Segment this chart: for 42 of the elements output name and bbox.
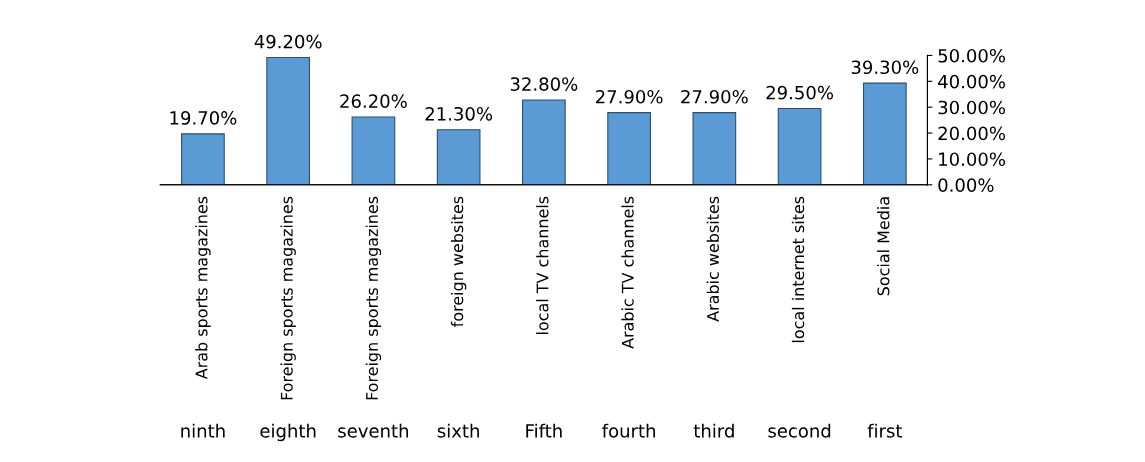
x-tick-label: seventh: [338, 423, 408, 438]
data-label: 26.20%: [340, 94, 407, 108]
text: Arabic TV channels: [621, 196, 634, 349]
x-tick-label: sixth: [437, 423, 479, 438]
data-label: 39.30%: [851, 60, 919, 75]
text: foreign websites: [450, 196, 467, 327]
data-label: 49.20%: [254, 34, 322, 49]
text: Foreign sports magazines: [280, 196, 296, 400]
bar: [351, 116, 396, 185]
bar: [692, 112, 737, 185]
x-tick-label: ninth: [181, 423, 225, 438]
data-label: 21.30%: [425, 106, 493, 121]
y2-tick-label: 20.00%: [938, 126, 1006, 141]
bar: [181, 133, 225, 185]
y2-tick-label: 30.00%: [938, 100, 1006, 115]
data-label: 32.80%: [510, 77, 578, 91]
bar: [777, 107, 822, 185]
data-label: 27.90%: [596, 89, 663, 104]
bar: [266, 56, 311, 185]
bar: [436, 129, 481, 185]
x-tick-label: eighth: [260, 423, 316, 442]
x-tick-label: first: [867, 423, 903, 438]
text: Arabic websites: [706, 196, 719, 322]
data-label: 29.50%: [766, 85, 834, 100]
bar: [862, 82, 907, 185]
text: local internet sites: [791, 196, 805, 343]
x-tick-label: second: [768, 423, 831, 438]
text: Foreign sports magazines: [365, 196, 382, 400]
data-label: 19.70%: [170, 111, 237, 125]
data-label: 27.90%: [681, 89, 748, 104]
text: Arab sports magazines: [195, 196, 211, 380]
y2-tick-label: 0.00%: [938, 178, 994, 192]
text: local TV channels: [536, 196, 549, 334]
x-tick-label: Fifth: [526, 423, 562, 438]
bar: [522, 99, 566, 185]
y2-tick-label: 50.00%: [938, 48, 1006, 63]
x-tick-label: third: [693, 423, 734, 438]
bar: [607, 112, 651, 185]
y2-tick-label: 40.00%: [938, 74, 1006, 89]
y2-tick-label: 10.00%: [939, 152, 1006, 167]
text: Social Media: [877, 197, 890, 296]
x-tick-label: fourth: [602, 423, 655, 438]
